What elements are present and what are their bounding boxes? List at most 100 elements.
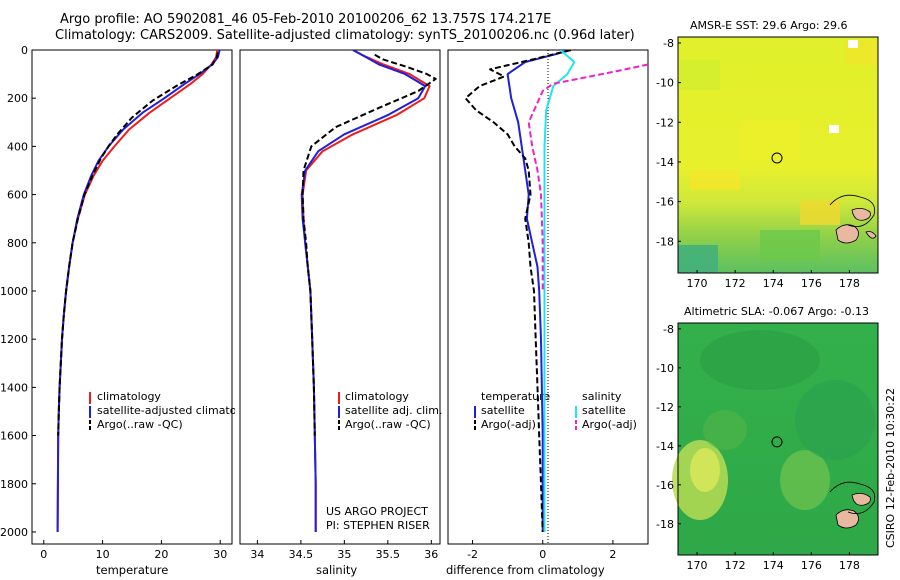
temp-legend-climatology: climatology <box>97 390 161 403</box>
x-tick-label: 30 <box>213 548 227 561</box>
sst-map-fiji-island-2 <box>851 208 871 221</box>
x-tick-label: 36 <box>424 548 438 561</box>
map-lon-tick-label: 170 <box>687 559 708 572</box>
x-tick-label: 35.5 <box>376 548 401 561</box>
sst-map-frame <box>677 36 879 274</box>
depth-tick-label: 1800 <box>0 478 28 491</box>
x-tick-label: 20 <box>154 548 168 561</box>
sst-map-patch-1 <box>680 60 720 90</box>
sst-map-missing-2 <box>848 40 858 48</box>
difference-axis-label: difference from climatology <box>446 563 605 577</box>
x-tick-label: 2 <box>609 548 616 561</box>
salinity-panel-frame <box>239 49 441 545</box>
difference-series-group <box>464 50 648 533</box>
diff-legend-salinity-title: salinity <box>582 390 622 403</box>
salinity-axis-label: salinity <box>316 563 358 577</box>
sst-map-title: AMSR-E SST: 29.6 Argo: 29.6 <box>690 19 848 32</box>
map-lat-tick-label: -18 <box>656 235 674 248</box>
series-line-argo-raw-qc <box>57 52 219 436</box>
sst-map-missing-1 <box>829 125 839 133</box>
x-tick-label: 35 <box>337 548 351 561</box>
depth-tick-label: 600 <box>7 189 28 202</box>
credit-line2: PI: STEPHEN RISER <box>326 519 430 532</box>
depth-tick-label: 0 <box>21 44 28 57</box>
map-lon-tick-label: 178 <box>839 559 860 572</box>
sst-map-fiji-island-3 <box>865 231 877 239</box>
x-tick-label: 0 <box>539 548 546 561</box>
series-line-climatology <box>301 50 431 532</box>
x-tick-label: 10 <box>96 548 110 561</box>
sla-map-blob-2 <box>690 448 720 492</box>
series-line-temperature-satellite <box>506 50 572 532</box>
sla-map-title: Altimetric SLA: -0.067 Argo: -0.13 <box>684 305 869 318</box>
map-lat-tick-label: -16 <box>656 479 674 492</box>
depth-axis: 0 200 400 600 800 1000 1200 1400 1600 1800 2000 <box>0 44 36 539</box>
series-line-salinity-argo-adj <box>527 63 648 291</box>
series-line-temperature-argo-adj <box>464 50 572 533</box>
map-lat-tick-label: -8 <box>663 323 674 336</box>
map-lon-tick-label: 176 <box>801 277 822 290</box>
figure-title-line1: Argo profile: AO 5902081_46 05-Feb-2010 … <box>60 12 552 27</box>
sst-map-patch-4 <box>760 230 820 260</box>
depth-tick-label: 800 <box>7 237 28 250</box>
map-lon-tick-label: 176 <box>801 559 822 572</box>
credit-line1: US ARGO PROJECT <box>326 505 428 518</box>
sst-map-argo-marker <box>771 152 783 164</box>
sal-legend-argo: Argo(..raw -QC) <box>345 418 431 431</box>
map-lon-tick-label: 172 <box>725 277 746 290</box>
map-lat-tick-label: -10 <box>656 362 674 375</box>
temperature-axis-label: temperature <box>96 563 169 577</box>
depth-tick-label: 400 <box>7 140 28 153</box>
map-lon-tick-label: 178 <box>839 277 860 290</box>
x-tick-label: 34 <box>250 548 264 561</box>
sst-map-patch-6 <box>800 200 840 225</box>
sla-map-blob-3 <box>780 450 830 510</box>
map-lon-tick-label: 174 <box>763 277 784 290</box>
map-lat-tick-label: -14 <box>656 440 674 453</box>
x-tick-label: -2 <box>467 548 478 561</box>
legend-swatches <box>89 392 577 432</box>
diff-legend-temperature-title: temperature <box>481 390 551 403</box>
series-line-salinity-satellite <box>543 50 576 532</box>
map-axis-ticks: 170 172 174 176 178 -8 -10 -12 -14 -16 -18 170 172 17… <box>656 37 860 572</box>
sla-map-frame <box>677 322 879 556</box>
sst-map-fiji-island-1 <box>835 224 859 244</box>
sst-map <box>677 36 879 274</box>
sst-map-reef-outline <box>829 194 876 228</box>
map-lat-tick-label: -12 <box>656 116 674 129</box>
series-line-argo-raw-qc <box>301 53 437 436</box>
series-line-satellite-adj-clim <box>300 50 427 532</box>
sla-map-fiji-island-1 <box>835 509 859 529</box>
temp-legend-argo: Argo(..raw -QC) <box>97 418 183 431</box>
sal-legend-satellite: satellite adj. clim. <box>345 404 443 417</box>
diff-legend-temp-satellite: satellite <box>481 404 525 417</box>
sla-map-fiji-island-2 <box>851 493 871 506</box>
sla-map-argo-marker <box>771 436 783 448</box>
diff-legend-temp-argo: Argo(-adj) <box>481 418 536 431</box>
figure-title-line2: Climatology: CARS2009. Satellite-adjuste… <box>55 28 635 43</box>
depth-tick-label: 2000 <box>0 526 28 539</box>
sst-map-patch-3 <box>690 170 740 190</box>
depth-tick-label: 1400 <box>0 381 28 394</box>
depth-tick-label: 1000 <box>0 285 28 298</box>
sal-legend-climatology: climatology <box>345 390 409 403</box>
map-lon-tick-label: 174 <box>763 559 784 572</box>
depth-tick-label: 200 <box>7 92 28 105</box>
sla-map-blob-6 <box>703 410 747 450</box>
temp-legend-satellite: satellite-adjusted climatology <box>97 404 235 417</box>
depth-tick-label: 1200 <box>0 333 28 346</box>
map-lon-tick-label: 172 <box>725 559 746 572</box>
x-tick-label: 34.5 <box>289 548 314 561</box>
sst-map-patch-2 <box>740 120 800 160</box>
diff-legend-sal-satellite: satellite <box>582 404 626 417</box>
x-tick-label: 0 <box>40 548 47 561</box>
temperature-panel-frame <box>31 49 233 545</box>
map-lat-tick-label: -12 <box>656 401 674 414</box>
map-lat-tick-label: -8 <box>663 37 674 50</box>
temperature-series-group <box>56 50 221 533</box>
map-lon-tick-label: 170 <box>687 277 708 290</box>
map-lat-tick-label: -16 <box>656 196 674 209</box>
sla-map-blob-4 <box>700 330 820 390</box>
sla-map-blob-5 <box>795 380 875 460</box>
